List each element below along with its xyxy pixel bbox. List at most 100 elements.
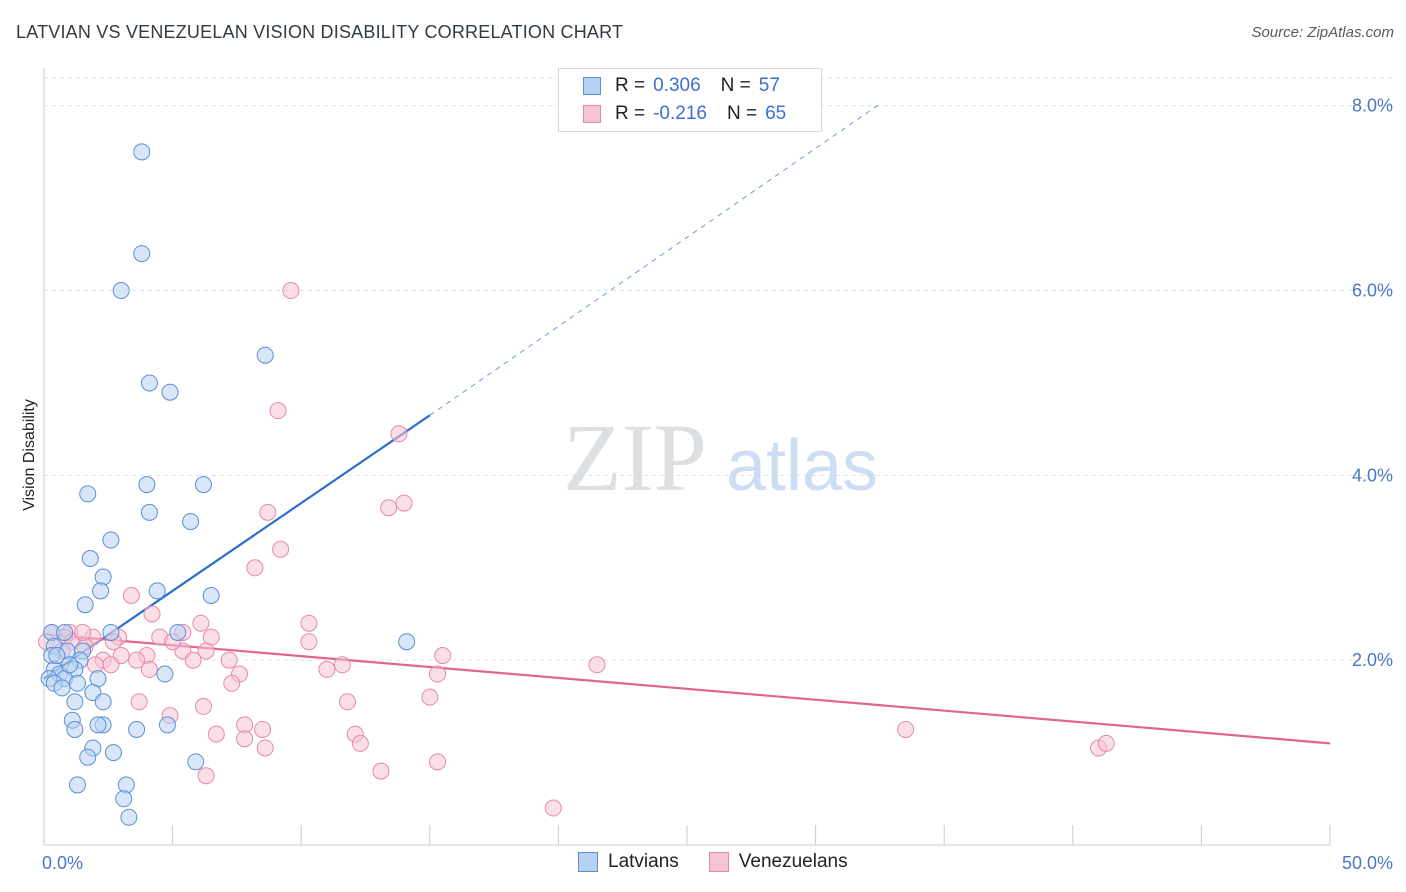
- venezuelan-point: [74, 623, 92, 641]
- venezuelan-point: [544, 799, 562, 817]
- trend-line-venezuelans: [43, 633, 1331, 745]
- venezuelan-point: [351, 734, 369, 752]
- latvian-point: [156, 665, 174, 683]
- venezuelan-point: [897, 720, 915, 738]
- latvian-point: [66, 693, 84, 711]
- latvian-point: [117, 776, 135, 794]
- venezuelan-point: [434, 647, 452, 665]
- latvian-point: [112, 282, 130, 300]
- venezuelan-point: [197, 767, 215, 785]
- latvian-point: [182, 513, 200, 531]
- series-legend: Latvians Venezuelans: [578, 851, 878, 873]
- legend-n-value: 65: [765, 103, 787, 124]
- latvian-point: [133, 245, 151, 263]
- latvian-point: [102, 531, 120, 549]
- legend-swatch-venezuelans: [583, 105, 601, 123]
- latvian-point: [187, 753, 205, 771]
- x-tick-label: 50.0%: [1342, 853, 1393, 873]
- latvian-point: [115, 790, 133, 808]
- latvian-point: [94, 568, 112, 586]
- legend-r-label: R =: [615, 103, 646, 124]
- y-tick-label: 4.0%: [1352, 465, 1393, 485]
- latvian-point: [148, 582, 166, 600]
- latvian-point: [92, 582, 110, 600]
- venezuelan-point: [130, 693, 148, 711]
- y-tick-label: 8.0%: [1352, 96, 1393, 116]
- latvian-point: [66, 720, 84, 738]
- legend: R = 0.306 N = 57 R = -0.216 N = 65: [558, 68, 822, 132]
- latvian-point: [169, 623, 187, 641]
- venezuelan-point: [128, 651, 146, 669]
- y-tick-label: 6.0%: [1352, 281, 1393, 301]
- venezuelan-point: [140, 660, 158, 678]
- legend-swatch-latvians: [583, 77, 601, 95]
- latvian-point: [194, 476, 212, 494]
- venezuelan-point: [421, 688, 439, 706]
- venezuelan-point: [143, 605, 161, 623]
- latvian-point: [140, 503, 158, 521]
- venezuelan-point: [390, 425, 408, 443]
- latvian-point: [102, 623, 120, 641]
- latvian-point: [89, 716, 107, 734]
- latvian-point: [128, 720, 146, 738]
- legend-n-label: N =: [720, 75, 751, 96]
- watermark: ZIP atlas: [563, 404, 878, 511]
- latvian-point: [56, 623, 74, 641]
- x-tick-label: 0.0%: [42, 853, 83, 873]
- legend-row-latvians: R = 0.306 N = 57: [583, 74, 780, 98]
- venezuelan-point: [223, 674, 241, 692]
- venezuelan-point: [318, 660, 336, 678]
- series-label-venezuelans: Venezuelans: [738, 851, 848, 872]
- latvian-point: [48, 647, 66, 665]
- venezuelan-point: [272, 540, 290, 558]
- latvian-point: [398, 633, 416, 651]
- latvian-point: [68, 776, 86, 794]
- venezuelan-point: [429, 665, 447, 683]
- tick-labels: 2.0% 4.0% 6.0% 8.0% 0.0% 50.0%: [42, 96, 1393, 873]
- venezuelan-point: [395, 494, 413, 512]
- latvian-point: [161, 383, 179, 401]
- venezuelan-point: [338, 693, 356, 711]
- data-points: [38, 143, 1115, 826]
- latvian-point: [104, 744, 122, 762]
- latvian-point: [133, 143, 151, 161]
- legend-row-venezuelans: R = -0.216 N = 65: [583, 102, 786, 126]
- venezuelan-point: [1097, 734, 1115, 752]
- latvian-point: [140, 374, 158, 392]
- venezuelan-point: [197, 642, 215, 660]
- latvian-point: [202, 586, 220, 604]
- venezuelan-point: [220, 651, 238, 669]
- series-label-latvians: Latvians: [608, 851, 679, 872]
- latvian-point: [158, 716, 176, 734]
- trend-line-latvians-extension: [429, 103, 881, 416]
- venezuelan-point: [236, 730, 254, 748]
- legend-n-label: N =: [726, 103, 758, 124]
- venezuelan-point: [282, 282, 300, 300]
- legend-r-value: 0.306: [653, 75, 701, 96]
- venezuelan-point: [380, 499, 398, 517]
- latvian-point: [76, 596, 94, 614]
- venezuelan-point: [254, 720, 272, 738]
- venezuelan-point: [259, 503, 277, 521]
- grid-lines: [44, 77, 1393, 661]
- latvian-point: [53, 679, 71, 697]
- venezuelan-point: [429, 753, 447, 771]
- latvian-point: [68, 674, 86, 692]
- watermark-atlas: atlas: [726, 426, 878, 506]
- venezuelan-point: [300, 633, 318, 651]
- venezuelan-point: [588, 656, 606, 674]
- venezuelan-point: [246, 559, 264, 577]
- legend-n-value: 57: [758, 75, 780, 96]
- latvian-point: [256, 346, 274, 364]
- venezuelan-point: [300, 614, 318, 632]
- latvian-point: [79, 748, 97, 766]
- venezuelan-point: [333, 656, 351, 674]
- latvian-point: [120, 808, 138, 826]
- venezuelan-point: [372, 762, 390, 780]
- venezuelan-point: [194, 697, 212, 715]
- series-legend-latvians: Latvians: [578, 851, 679, 873]
- watermark-zip: ZIP: [563, 404, 707, 511]
- latvian-point: [61, 656, 79, 674]
- venezuelan-point: [269, 402, 287, 420]
